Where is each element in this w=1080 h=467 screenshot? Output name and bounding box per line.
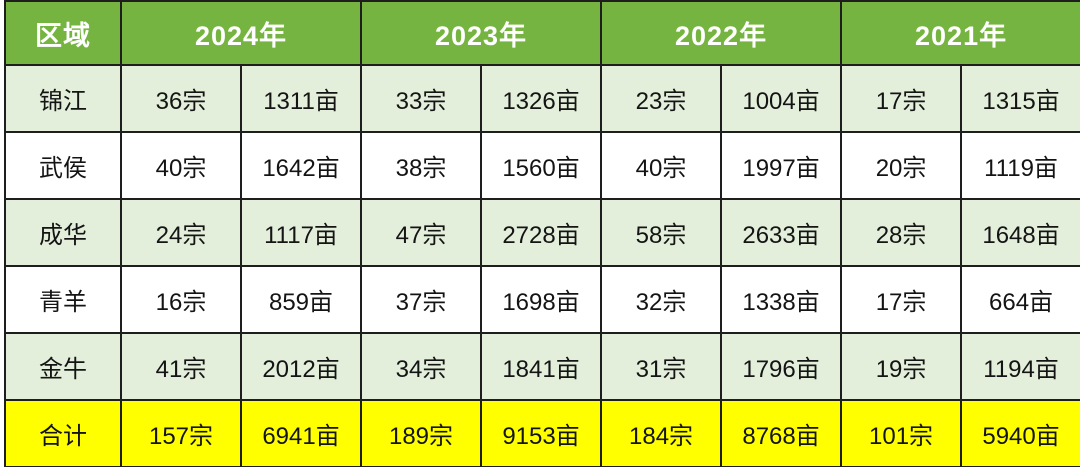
total-value-cell: 5940亩: [960, 399, 1080, 467]
table-row-jinniu: 金牛 41宗 2012亩 34宗 1841亩 31宗 1796亩 19宗 119…: [4, 332, 1080, 401]
value-cell: 1841亩: [480, 332, 603, 401]
table-row-chenghua: 成华 24宗 1117亩 47宗 2728亩 58宗 2633亩 28宗 164…: [4, 198, 1080, 267]
value-cell: 1326亩: [480, 64, 603, 133]
value-cell: 47宗: [360, 198, 483, 267]
total-value-cell: 8768亩: [720, 399, 843, 467]
year-header-2023: 2023年: [360, 0, 603, 66]
value-cell: 1311亩: [239, 64, 363, 133]
region-column-header: 区域: [4, 0, 122, 66]
value-cell: 58宗: [600, 198, 723, 267]
table-row-jinjiang: 锦江 36宗 1311亩 33宗 1326亩 23宗 1004亩 17宗 131…: [4, 64, 1080, 133]
value-cell: 1796亩: [720, 332, 843, 401]
value-cell: 37宗: [360, 265, 483, 334]
value-cell: 34宗: [360, 332, 483, 401]
value-cell: 1997亩: [720, 131, 843, 200]
region-cell: 武侯: [4, 131, 122, 200]
value-cell: 1119亩: [960, 131, 1080, 200]
value-cell: 24宗: [120, 198, 242, 267]
year-header-2021: 2021年: [840, 0, 1080, 66]
value-cell: 40宗: [120, 131, 242, 200]
region-cell: 青羊: [4, 265, 122, 334]
year-header-2024: 2024年: [119, 0, 363, 66]
table-row-qingyang: 青羊 16宗 859亩 37宗 1698亩 32宗 1338亩 17宗 664亩: [4, 265, 1080, 334]
table-row-wuhou: 武侯 40宗 1642亩 38宗 1560亩 40宗 1997亩 20宗 111…: [4, 131, 1080, 200]
value-cell: 41宗: [120, 332, 242, 401]
value-cell: 28宗: [840, 198, 963, 267]
total-value-cell: 101宗: [840, 399, 963, 467]
value-cell: 16宗: [120, 265, 242, 334]
value-cell: 23宗: [600, 64, 723, 133]
value-cell: 17宗: [840, 64, 963, 133]
value-cell: 2012亩: [239, 332, 363, 401]
value-cell: 19宗: [840, 332, 963, 401]
value-cell: 1194亩: [960, 332, 1080, 401]
year-header-2022: 2022年: [600, 0, 843, 66]
value-cell: 1117亩: [239, 198, 363, 267]
total-value-cell: 6941亩: [239, 399, 363, 467]
header-row: 区域 2024年 2023年 2022年 2021年: [4, 0, 1080, 66]
value-cell: 1004亩: [720, 64, 843, 133]
value-cell: 1698亩: [480, 265, 603, 334]
value-cell: 40宗: [600, 131, 723, 200]
total-value-cell: 9153亩: [480, 399, 603, 467]
value-cell: 32宗: [600, 265, 723, 334]
value-cell: 1338亩: [720, 265, 843, 334]
total-value-cell: 157宗: [120, 399, 242, 467]
total-label-cell: 合计: [4, 399, 122, 467]
region-cell: 成华: [4, 198, 122, 267]
value-cell: 2633亩: [720, 198, 843, 267]
table-row-total: 合计 157宗 6941亩 189宗 9153亩 184宗 8768亩 101宗…: [4, 399, 1080, 467]
value-cell: 31宗: [600, 332, 723, 401]
value-cell: 20宗: [840, 131, 963, 200]
total-value-cell: 189宗: [360, 399, 483, 467]
value-cell: 1315亩: [960, 64, 1080, 133]
value-cell: 17宗: [840, 265, 963, 334]
value-cell: 1642亩: [239, 131, 363, 200]
land-supply-table: 区域 2024年 2023年 2022年 2021年 锦江 36宗 1311亩 …: [4, 0, 1080, 467]
value-cell: 1648亩: [960, 198, 1080, 267]
value-cell: 33宗: [360, 64, 483, 133]
value-cell: 38宗: [360, 131, 483, 200]
value-cell: 664亩: [960, 265, 1080, 334]
value-cell: 36宗: [120, 64, 242, 133]
value-cell: 2728亩: [480, 198, 603, 267]
value-cell: 1560亩: [480, 131, 603, 200]
region-cell: 金牛: [4, 332, 122, 401]
region-cell: 锦江: [4, 64, 122, 133]
value-cell: 859亩: [239, 265, 363, 334]
total-value-cell: 184宗: [600, 399, 723, 467]
